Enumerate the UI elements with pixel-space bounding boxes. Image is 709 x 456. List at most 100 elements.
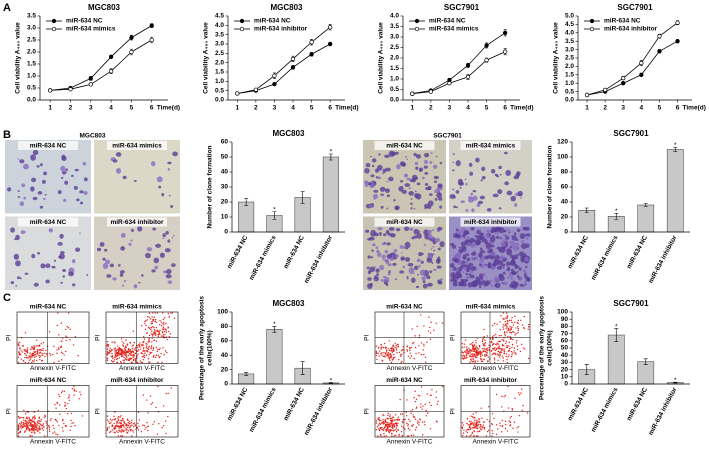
flow-event bbox=[472, 346, 474, 348]
flow-event bbox=[28, 420, 31, 422]
flow-event bbox=[162, 328, 164, 330]
flow-event bbox=[123, 352, 125, 354]
x-tick-label: 5 bbox=[310, 105, 314, 112]
flow-event bbox=[404, 418, 406, 421]
flow-event bbox=[67, 412, 69, 415]
flow-event bbox=[123, 361, 125, 364]
flow-event bbox=[388, 340, 390, 342]
flow-event bbox=[147, 412, 149, 414]
flow-event bbox=[465, 346, 468, 348]
colony bbox=[502, 282, 505, 285]
flow-event bbox=[31, 346, 33, 348]
error-bar bbox=[584, 364, 589, 375]
flow-event bbox=[523, 348, 526, 350]
colony bbox=[378, 232, 382, 235]
flow-event bbox=[468, 426, 471, 429]
colony bbox=[525, 265, 528, 269]
flow-event bbox=[73, 385, 75, 388]
flow-event bbox=[22, 345, 25, 347]
flow-event bbox=[384, 419, 386, 421]
flow-event bbox=[18, 431, 20, 434]
flow-event bbox=[162, 334, 165, 336]
image-title: SGC7901 bbox=[433, 133, 462, 140]
colony bbox=[413, 208, 416, 210]
colony bbox=[59, 251, 65, 254]
photo-label: miR-634 inhibitor bbox=[110, 219, 164, 226]
plot-bg bbox=[363, 302, 446, 373]
colony bbox=[58, 255, 62, 259]
flow-event bbox=[484, 348, 486, 350]
chart-title: SGC7901 bbox=[617, 3, 653, 12]
colony bbox=[432, 229, 435, 232]
colony bbox=[386, 242, 391, 246]
flow-event bbox=[476, 427, 478, 429]
flow-event bbox=[160, 335, 163, 337]
flow-event bbox=[466, 356, 468, 359]
flow-event bbox=[378, 417, 380, 419]
flow-event bbox=[389, 428, 392, 431]
flow-event bbox=[382, 419, 384, 421]
flow-event bbox=[507, 329, 509, 332]
flow-event bbox=[479, 430, 481, 433]
colony bbox=[387, 271, 391, 273]
flow-event bbox=[134, 425, 137, 427]
flow-axis-label: Annexin V-FITC bbox=[119, 365, 165, 372]
colony bbox=[495, 236, 500, 239]
flow-event bbox=[137, 422, 139, 425]
flow-event bbox=[158, 348, 160, 351]
flow-event bbox=[127, 348, 130, 351]
flow-event bbox=[410, 346, 413, 349]
flow-event bbox=[131, 357, 133, 360]
flow-event bbox=[380, 348, 382, 350]
flow-event bbox=[420, 314, 422, 316]
flow-event bbox=[400, 361, 402, 364]
flow-event bbox=[407, 425, 409, 427]
colony bbox=[367, 255, 371, 259]
flow-event bbox=[429, 394, 432, 397]
flow-event bbox=[164, 334, 166, 336]
colony bbox=[156, 176, 163, 183]
flow-event bbox=[145, 342, 147, 345]
flow-event bbox=[463, 346, 465, 348]
flow-event bbox=[113, 431, 115, 433]
colony bbox=[509, 240, 516, 245]
colony bbox=[465, 253, 470, 256]
flow-event bbox=[496, 344, 498, 346]
data-point bbox=[584, 92, 590, 98]
colony bbox=[466, 257, 471, 262]
flow-label: miR-634 mimics bbox=[466, 304, 516, 311]
colony bbox=[380, 279, 385, 282]
colony bbox=[13, 238, 17, 241]
error-bar bbox=[643, 358, 648, 365]
flow-event bbox=[115, 355, 117, 358]
flow-event bbox=[495, 343, 497, 346]
flow-event bbox=[479, 353, 481, 356]
flow-event bbox=[17, 435, 20, 437]
flow-event bbox=[133, 341, 136, 344]
flow-event bbox=[132, 356, 135, 358]
x-tick-label: miR-634 inhibitor bbox=[647, 386, 678, 437]
colony bbox=[6, 187, 12, 192]
flow-event bbox=[157, 329, 159, 331]
flow-event bbox=[121, 351, 123, 353]
colony bbox=[514, 263, 518, 267]
colony bbox=[394, 254, 399, 258]
y-tick-label: 0 bbox=[564, 381, 568, 388]
flow-event bbox=[507, 385, 509, 388]
flow-event bbox=[497, 359, 499, 361]
flow-event bbox=[480, 425, 482, 428]
flow-event bbox=[501, 348, 504, 350]
flow-axis-label: PI bbox=[450, 408, 457, 414]
flow-event bbox=[26, 350, 28, 352]
flow-event bbox=[114, 411, 116, 413]
colony bbox=[479, 273, 483, 278]
flow-event bbox=[122, 345, 125, 347]
significance-mark: * bbox=[330, 149, 333, 156]
data-point bbox=[327, 41, 333, 47]
chart-title: SGC7901 bbox=[613, 299, 649, 308]
colony bbox=[410, 198, 413, 200]
flow-event bbox=[397, 345, 400, 348]
colony bbox=[19, 159, 25, 164]
data-point bbox=[484, 43, 489, 48]
flow-event bbox=[428, 401, 431, 404]
